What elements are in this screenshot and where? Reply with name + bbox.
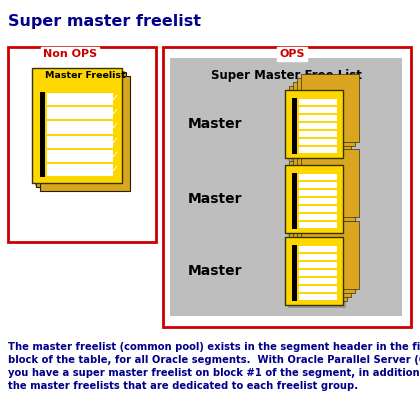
Bar <box>32 68 122 183</box>
Text: ✓: ✓ <box>111 150 119 160</box>
Bar <box>293 82 351 150</box>
Bar <box>297 78 355 146</box>
Bar <box>47 93 113 105</box>
Bar <box>299 262 337 268</box>
Bar <box>285 165 343 233</box>
Bar <box>299 115 337 121</box>
Bar <box>289 86 347 154</box>
Bar <box>293 157 351 225</box>
Bar <box>299 123 337 129</box>
Text: block of the table, for all Oracle segments.  With Oracle Parallel Server (OPS),: block of the table, for all Oracle segme… <box>8 355 420 365</box>
Bar <box>8 47 156 242</box>
Text: The master freelist (common pool) exists in the segment header in the first: The master freelist (common pool) exists… <box>8 342 420 352</box>
Text: Super Master Free List: Super Master Free List <box>210 69 362 82</box>
Bar <box>36 72 126 187</box>
Text: you have a super master freelist on block #1 of the segment, in addition to: you have a super master freelist on bloc… <box>8 368 420 378</box>
Bar <box>285 237 343 305</box>
Bar <box>47 136 113 148</box>
Bar <box>35 71 125 186</box>
Text: ✓: ✓ <box>111 164 119 174</box>
Bar <box>40 92 45 177</box>
Bar <box>163 47 411 327</box>
Bar <box>47 150 113 162</box>
Bar <box>297 225 355 293</box>
Bar <box>299 139 337 145</box>
Bar <box>40 76 130 191</box>
Text: ✓: ✓ <box>111 107 119 117</box>
Bar <box>299 278 337 284</box>
Bar <box>299 214 337 220</box>
Bar <box>47 164 113 176</box>
Bar <box>299 222 337 228</box>
Bar <box>299 131 337 137</box>
Text: ✓: ✓ <box>111 121 119 131</box>
Bar <box>299 107 337 113</box>
Bar <box>299 99 337 105</box>
Text: Master: Master <box>188 264 242 278</box>
Bar <box>289 233 347 301</box>
Bar <box>299 198 337 204</box>
Bar <box>292 245 297 301</box>
Bar <box>301 74 359 142</box>
Bar <box>292 98 297 154</box>
Bar <box>299 254 337 260</box>
Text: the master freelists that are dedicated to each freelist group.: the master freelists that are dedicated … <box>8 381 358 391</box>
Bar <box>288 168 346 236</box>
Bar <box>299 286 337 292</box>
Bar <box>297 153 355 221</box>
Bar <box>288 240 346 308</box>
Bar <box>299 190 337 196</box>
Bar <box>299 270 337 276</box>
Bar <box>301 149 359 217</box>
Text: ✓: ✓ <box>111 136 119 146</box>
Bar <box>299 246 337 252</box>
Bar <box>299 147 337 153</box>
Bar <box>293 229 351 297</box>
Bar <box>47 107 113 119</box>
Bar <box>47 121 113 134</box>
Bar <box>299 294 337 300</box>
Bar <box>301 221 359 289</box>
Bar <box>299 206 337 212</box>
Bar <box>299 174 337 180</box>
Bar <box>292 173 297 229</box>
Text: Master: Master <box>188 117 242 131</box>
Bar <box>289 161 347 229</box>
Text: Non OPS: Non OPS <box>43 49 97 59</box>
Text: Master Freelist: Master Freelist <box>45 71 125 80</box>
Bar <box>285 90 343 158</box>
Bar <box>299 182 337 188</box>
Text: Super master freelist: Super master freelist <box>8 14 201 29</box>
Text: OPS: OPS <box>279 49 305 59</box>
Bar <box>170 58 402 316</box>
Text: ✓: ✓ <box>111 93 119 103</box>
Bar <box>288 93 346 161</box>
Text: Master: Master <box>188 192 242 206</box>
